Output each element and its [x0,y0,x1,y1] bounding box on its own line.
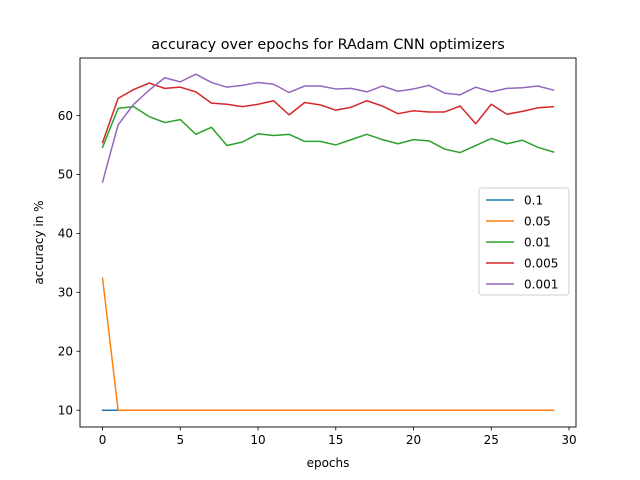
legend-label-0.05: 0.05 [524,214,551,228]
x-tick-label: 25 [484,433,499,447]
y-tick-label: 50 [58,168,73,182]
y-tick-label: 30 [58,286,73,300]
y-tick-label: 10 [58,404,73,418]
y-tick-label: 20 [58,345,73,359]
chart-title: accuracy over epochs for RAdam CNN optim… [151,37,505,53]
x-tick-label: 0 [99,433,107,447]
y-axis-label: accuracy in % [32,200,46,284]
x-tick-label: 5 [176,433,184,447]
legend: 0.1 0.05 0.01 0.005 0.001 [478,187,570,296]
legend-label-0.1: 0.1 [524,193,543,207]
x-tick-label: 10 [250,433,265,447]
series-line-0.01 [101,105,555,154]
y-tick-label: 40 [58,227,73,241]
plot-lines [101,73,555,411]
series-line-0.001 [101,73,555,184]
legend-label-0.01: 0.01 [524,235,551,249]
x-axis-label: epochs [307,456,350,470]
legend-box [478,187,570,296]
x-axis-ticks: 0 5 10 15 20 25 30 [99,427,577,447]
x-tick-label: 15 [328,433,343,447]
x-tick-label: 20 [406,433,421,447]
series-line-0.05 [101,277,555,411]
legend-label-0.005: 0.005 [524,256,558,270]
y-axis-ticks: 10 20 30 40 50 60 [58,109,80,418]
series-line-0.005 [101,82,555,144]
y-tick-label: 60 [58,109,73,123]
legend-label-0.001: 0.001 [524,277,558,291]
plot-frame [79,57,577,428]
x-tick-label: 30 [561,433,576,447]
